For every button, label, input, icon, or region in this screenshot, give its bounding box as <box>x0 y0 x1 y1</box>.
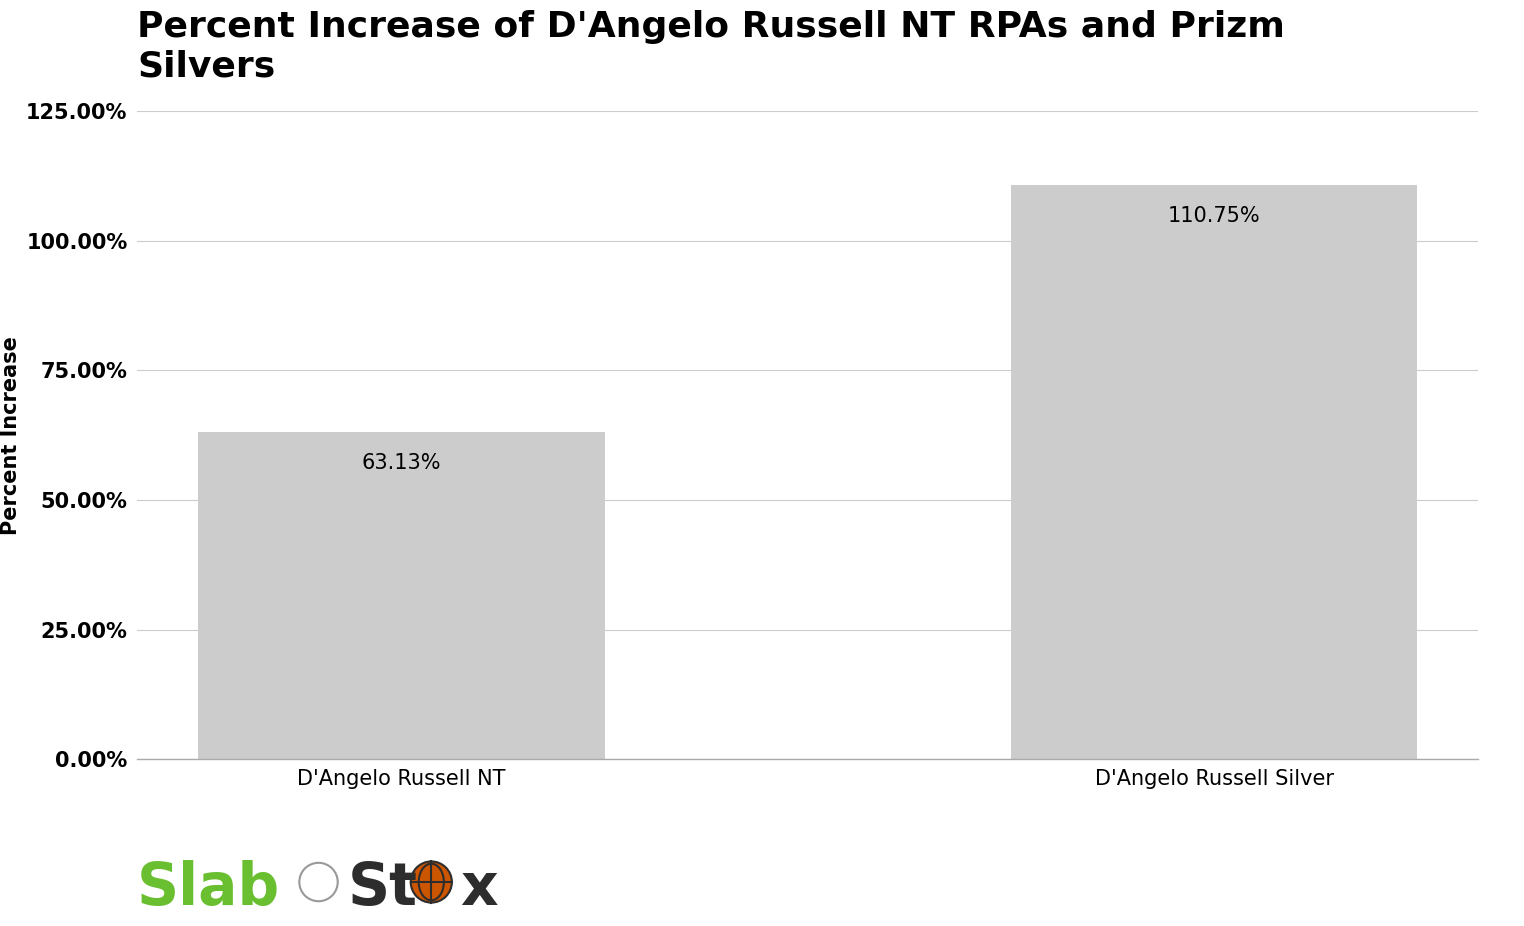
Text: x: x <box>460 860 498 918</box>
Bar <box>1010 185 1417 759</box>
Circle shape <box>411 861 453 903</box>
Circle shape <box>299 863 338 901</box>
Text: 63.13%: 63.13% <box>361 453 440 472</box>
Y-axis label: Percent Increase: Percent Increase <box>0 336 20 534</box>
Text: 110.75%: 110.75% <box>1167 206 1260 226</box>
Bar <box>198 432 605 759</box>
Text: St: St <box>347 860 418 918</box>
Text: Slab: Slab <box>137 860 280 918</box>
Text: Percent Increase of D'Angelo Russell NT RPAs and Prizm
Silvers: Percent Increase of D'Angelo Russell NT … <box>137 10 1285 83</box>
